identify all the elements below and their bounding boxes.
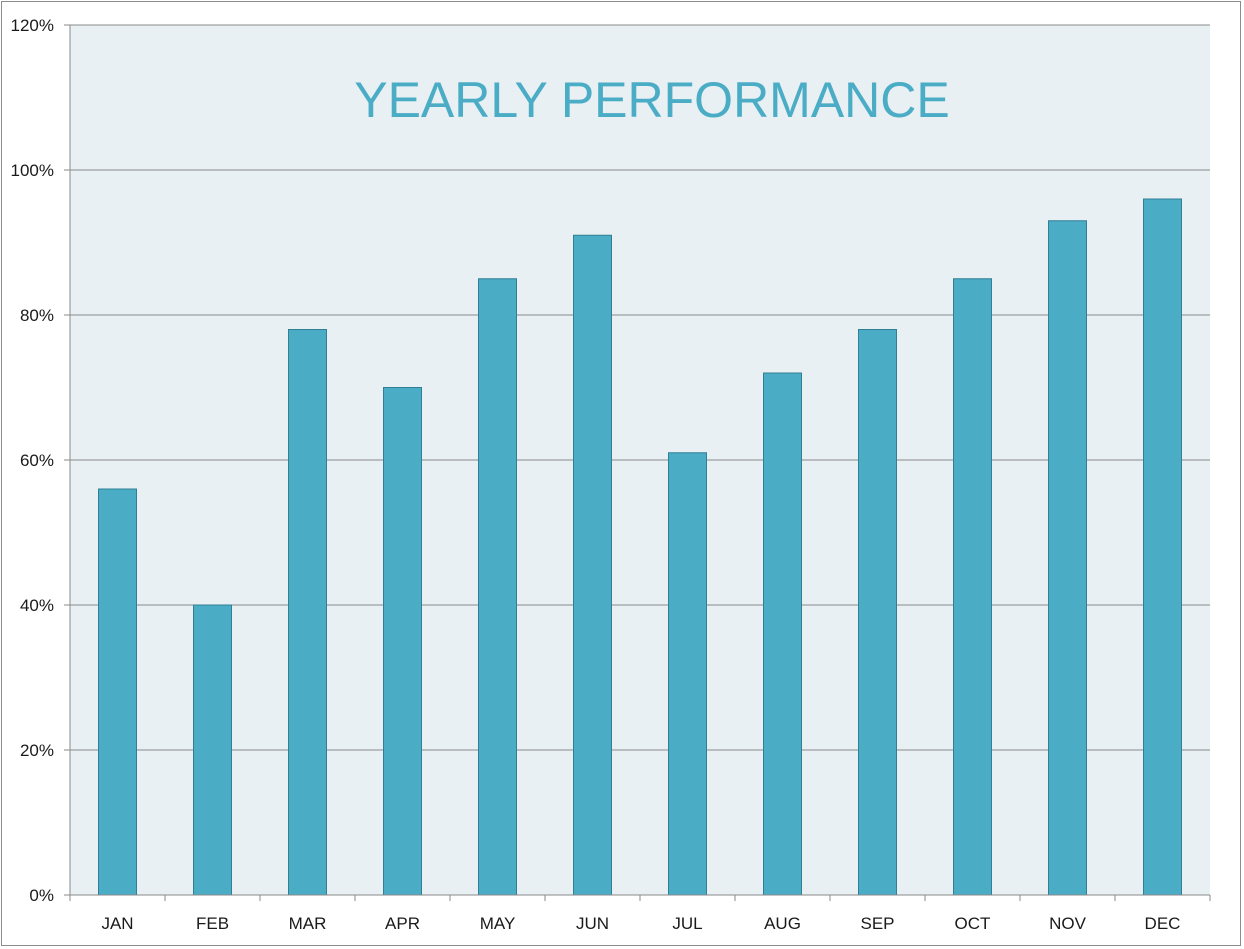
y-tick-label: 40% bbox=[20, 596, 54, 615]
y-tick-label: 0% bbox=[29, 886, 54, 905]
x-tick-label: NOV bbox=[1049, 914, 1087, 933]
bars bbox=[98, 198, 1182, 896]
bar-jun bbox=[573, 234, 612, 896]
bar-sep bbox=[858, 329, 897, 896]
x-tick-label: DEC bbox=[1145, 914, 1181, 933]
x-tick-label: SEP bbox=[860, 914, 894, 933]
axes bbox=[64, 24, 1211, 901]
bar-oct bbox=[953, 278, 992, 896]
bar-jan bbox=[98, 488, 137, 896]
x-tick-label: JUN bbox=[576, 914, 609, 933]
y-tick-label: 100% bbox=[11, 161, 54, 180]
x-tick-label: JUL bbox=[672, 914, 702, 933]
y-tick-labels: 0% 20% 40% 60% 80% 100% 120% bbox=[11, 16, 54, 905]
bar-mar bbox=[288, 329, 327, 896]
x-tick-label: JAN bbox=[101, 914, 133, 933]
x-tick-label: FEB bbox=[196, 914, 229, 933]
bar-may bbox=[478, 278, 517, 896]
bar-feb bbox=[193, 604, 232, 896]
gridlines bbox=[70, 24, 1210, 751]
x-tick-labels: JAN FEB MAR APR MAY JUN JUL AUG SEP OCT NOV DEC bbox=[101, 914, 1180, 933]
bar-dec bbox=[1143, 198, 1182, 896]
x-tick-label: MAY bbox=[480, 914, 516, 933]
bar-jul bbox=[668, 452, 707, 896]
bar-apr bbox=[383, 387, 422, 896]
y-tick-label: 80% bbox=[20, 306, 54, 325]
y-tick-label: 20% bbox=[20, 741, 54, 760]
chart-title: YEARLY PERFORMANCE bbox=[354, 72, 950, 128]
y-tick-label: 120% bbox=[11, 16, 54, 35]
bar-aug bbox=[763, 372, 802, 896]
y-tick-label: 60% bbox=[20, 451, 54, 470]
x-tick-label: MAR bbox=[289, 914, 327, 933]
bar-nov bbox=[1048, 220, 1087, 896]
x-tick-label: OCT bbox=[955, 914, 991, 933]
x-tick-label: APR bbox=[385, 914, 420, 933]
x-tick-label: AUG bbox=[764, 914, 801, 933]
